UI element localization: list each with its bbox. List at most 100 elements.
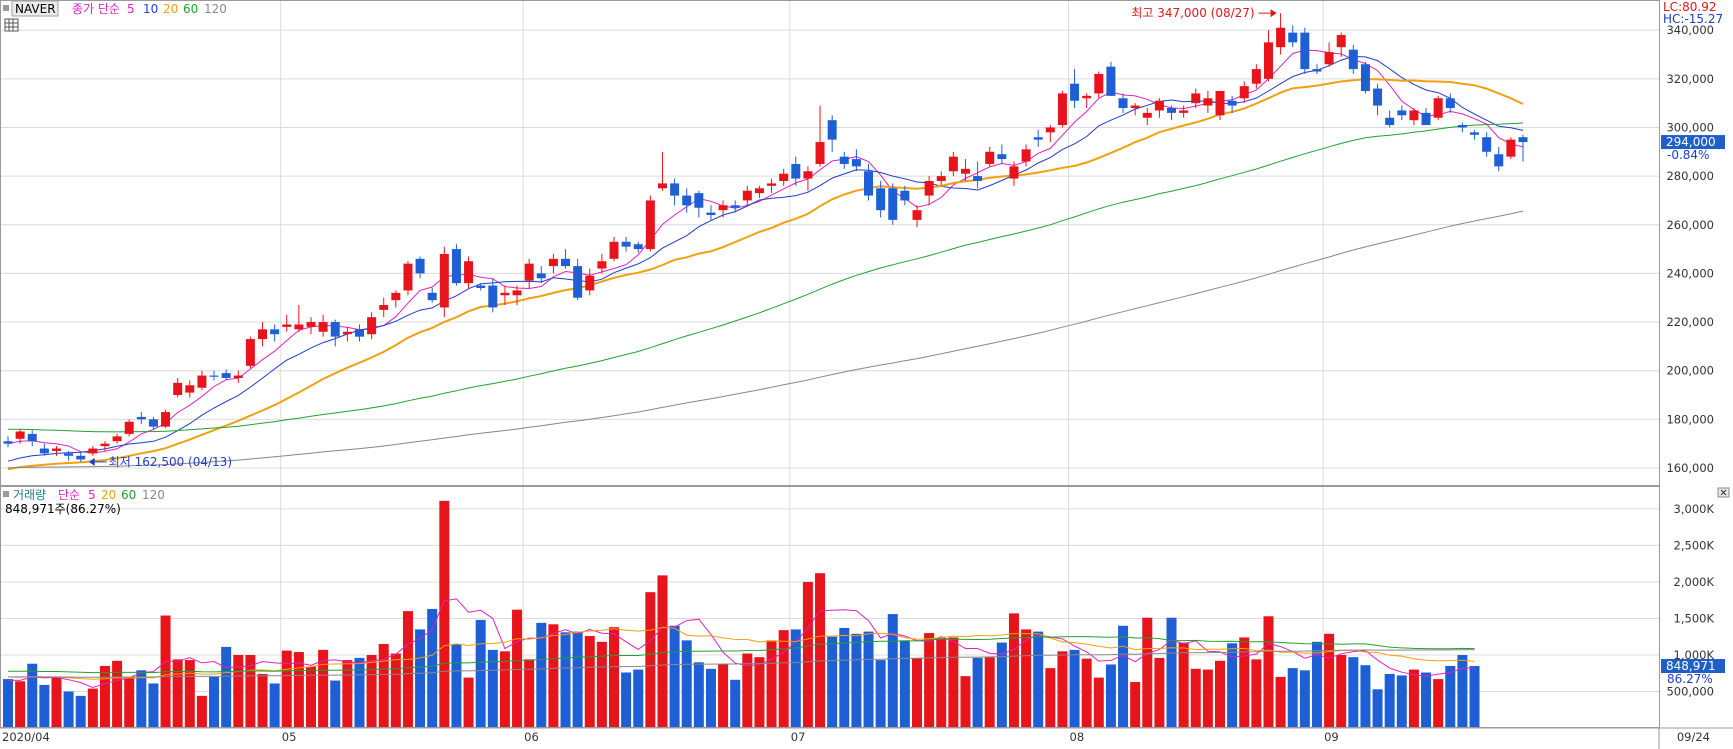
- volume-bar: [354, 657, 365, 728]
- candle: [476, 283, 486, 291]
- volume-bar: [572, 631, 583, 728]
- high-annotation-label: 최고 347,000 (08/27): [1131, 6, 1254, 20]
- candle-body: [1348, 49, 1358, 70]
- candle: [464, 256, 474, 288]
- volume-bar: [839, 627, 850, 728]
- time-tick-label: 07: [791, 730, 806, 744]
- time-tick-label: 05: [282, 730, 297, 744]
- volume-bar: [1081, 658, 1092, 728]
- volume-legend-title: 거래량: [13, 488, 46, 502]
- volume-current-tag: 848,971 86.27%: [1661, 658, 1725, 686]
- volume-current-label: 848,971주(86.27%): [5, 502, 121, 516]
- candle-body: [536, 273, 546, 279]
- volume-bar: [1251, 659, 1262, 728]
- last-date-label: 09/24: [1677, 730, 1710, 744]
- panel-menu-icon[interactable]: [3, 5, 9, 11]
- candle-body: [476, 285, 486, 288]
- volume-moving-averages: [7, 598, 1475, 689]
- volume-bar: [1275, 676, 1286, 728]
- candle: [1009, 161, 1019, 186]
- volume-bar: [766, 640, 777, 728]
- volume-legend: 거래량 단순 5 20 60 120 848,971주(86.27%): [3, 488, 165, 516]
- price-panel-border: [0, 0, 1660, 486]
- volume-bar: [1433, 679, 1444, 728]
- candle-body: [1506, 139, 1516, 157]
- candle-body: [403, 263, 413, 291]
- current-price-box: [1661, 135, 1725, 150]
- volume-bar: [378, 644, 389, 728]
- volume-bar: [1021, 629, 1032, 728]
- candle: [1336, 32, 1346, 57]
- candle-body: [1494, 154, 1504, 167]
- candle-body: [1118, 98, 1128, 109]
- candle-body: [270, 329, 280, 335]
- candle: [827, 115, 837, 152]
- volume-bar: [645, 592, 656, 728]
- candle: [694, 190, 704, 218]
- volume-menu-icon[interactable]: [3, 491, 9, 497]
- candle: [379, 297, 389, 318]
- candle: [1215, 90, 1225, 121]
- volume-bar: [439, 500, 450, 728]
- candle-body: [645, 200, 655, 250]
- candle-body: [718, 205, 728, 211]
- volume-bar: [512, 609, 523, 728]
- candle-body: [1191, 93, 1201, 104]
- candle-body: [1227, 100, 1237, 106]
- volume-bar: [621, 672, 632, 728]
- candle: [64, 450, 74, 461]
- volume-bar: [221, 646, 232, 728]
- symbol-label: NAVER: [15, 2, 56, 16]
- candle: [912, 205, 922, 228]
- candle-body: [524, 263, 534, 281]
- candle-body: [1082, 95, 1092, 99]
- candle: [924, 176, 934, 206]
- candle-body: [3, 441, 13, 444]
- candle: [985, 146, 995, 167]
- candle-body: [1324, 52, 1334, 65]
- grid-icon[interactable]: [4, 18, 19, 32]
- candle-body: [936, 176, 946, 181]
- candle-body: [1445, 98, 1455, 109]
- candle-body: [1021, 149, 1031, 162]
- volume-bar: [560, 632, 571, 728]
- volume-tick-label: 2,000K: [1674, 575, 1715, 589]
- price-tick-label: 180,000: [1666, 412, 1714, 426]
- candle-body: [876, 188, 886, 211]
- candle-body: [1433, 98, 1443, 118]
- candle: [27, 430, 37, 447]
- candle: [161, 409, 171, 428]
- candle-body: [973, 176, 983, 181]
- price-tick-label: 160,000: [1666, 461, 1714, 475]
- candle-body: [815, 142, 825, 164]
- candle-body: [39, 448, 49, 454]
- symbol-box[interactable]: [11, 0, 59, 17]
- candle-body: [415, 258, 425, 274]
- volume-bar: [536, 622, 547, 728]
- candle: [173, 377, 183, 398]
- candle-body: [209, 375, 219, 377]
- candle-body: [1360, 64, 1370, 91]
- volume-close-icon[interactable]: [1717, 487, 1730, 498]
- volume-bar: [209, 676, 220, 728]
- volume-bar: [27, 663, 38, 728]
- candle: [1191, 88, 1201, 109]
- high-arrow-head-icon: [1270, 9, 1277, 18]
- volume-bar: [827, 636, 838, 728]
- candle-body: [173, 382, 183, 396]
- candle: [645, 195, 655, 252]
- volume-bar: [330, 680, 341, 728]
- candle: [1518, 134, 1528, 162]
- volume-bar: [390, 653, 401, 728]
- volume-bar: [936, 638, 947, 728]
- candle-body: [827, 120, 837, 140]
- candle: [1263, 30, 1273, 82]
- volume-bar: [1166, 617, 1177, 728]
- candle: [1057, 90, 1067, 128]
- candle-body: [900, 190, 910, 201]
- time-axis: 2020/04 05 06 07 08 09 09/24: [2, 728, 1710, 749]
- candle: [754, 185, 764, 199]
- volume-bar: [1202, 669, 1213, 728]
- volume-bar: [1469, 665, 1480, 728]
